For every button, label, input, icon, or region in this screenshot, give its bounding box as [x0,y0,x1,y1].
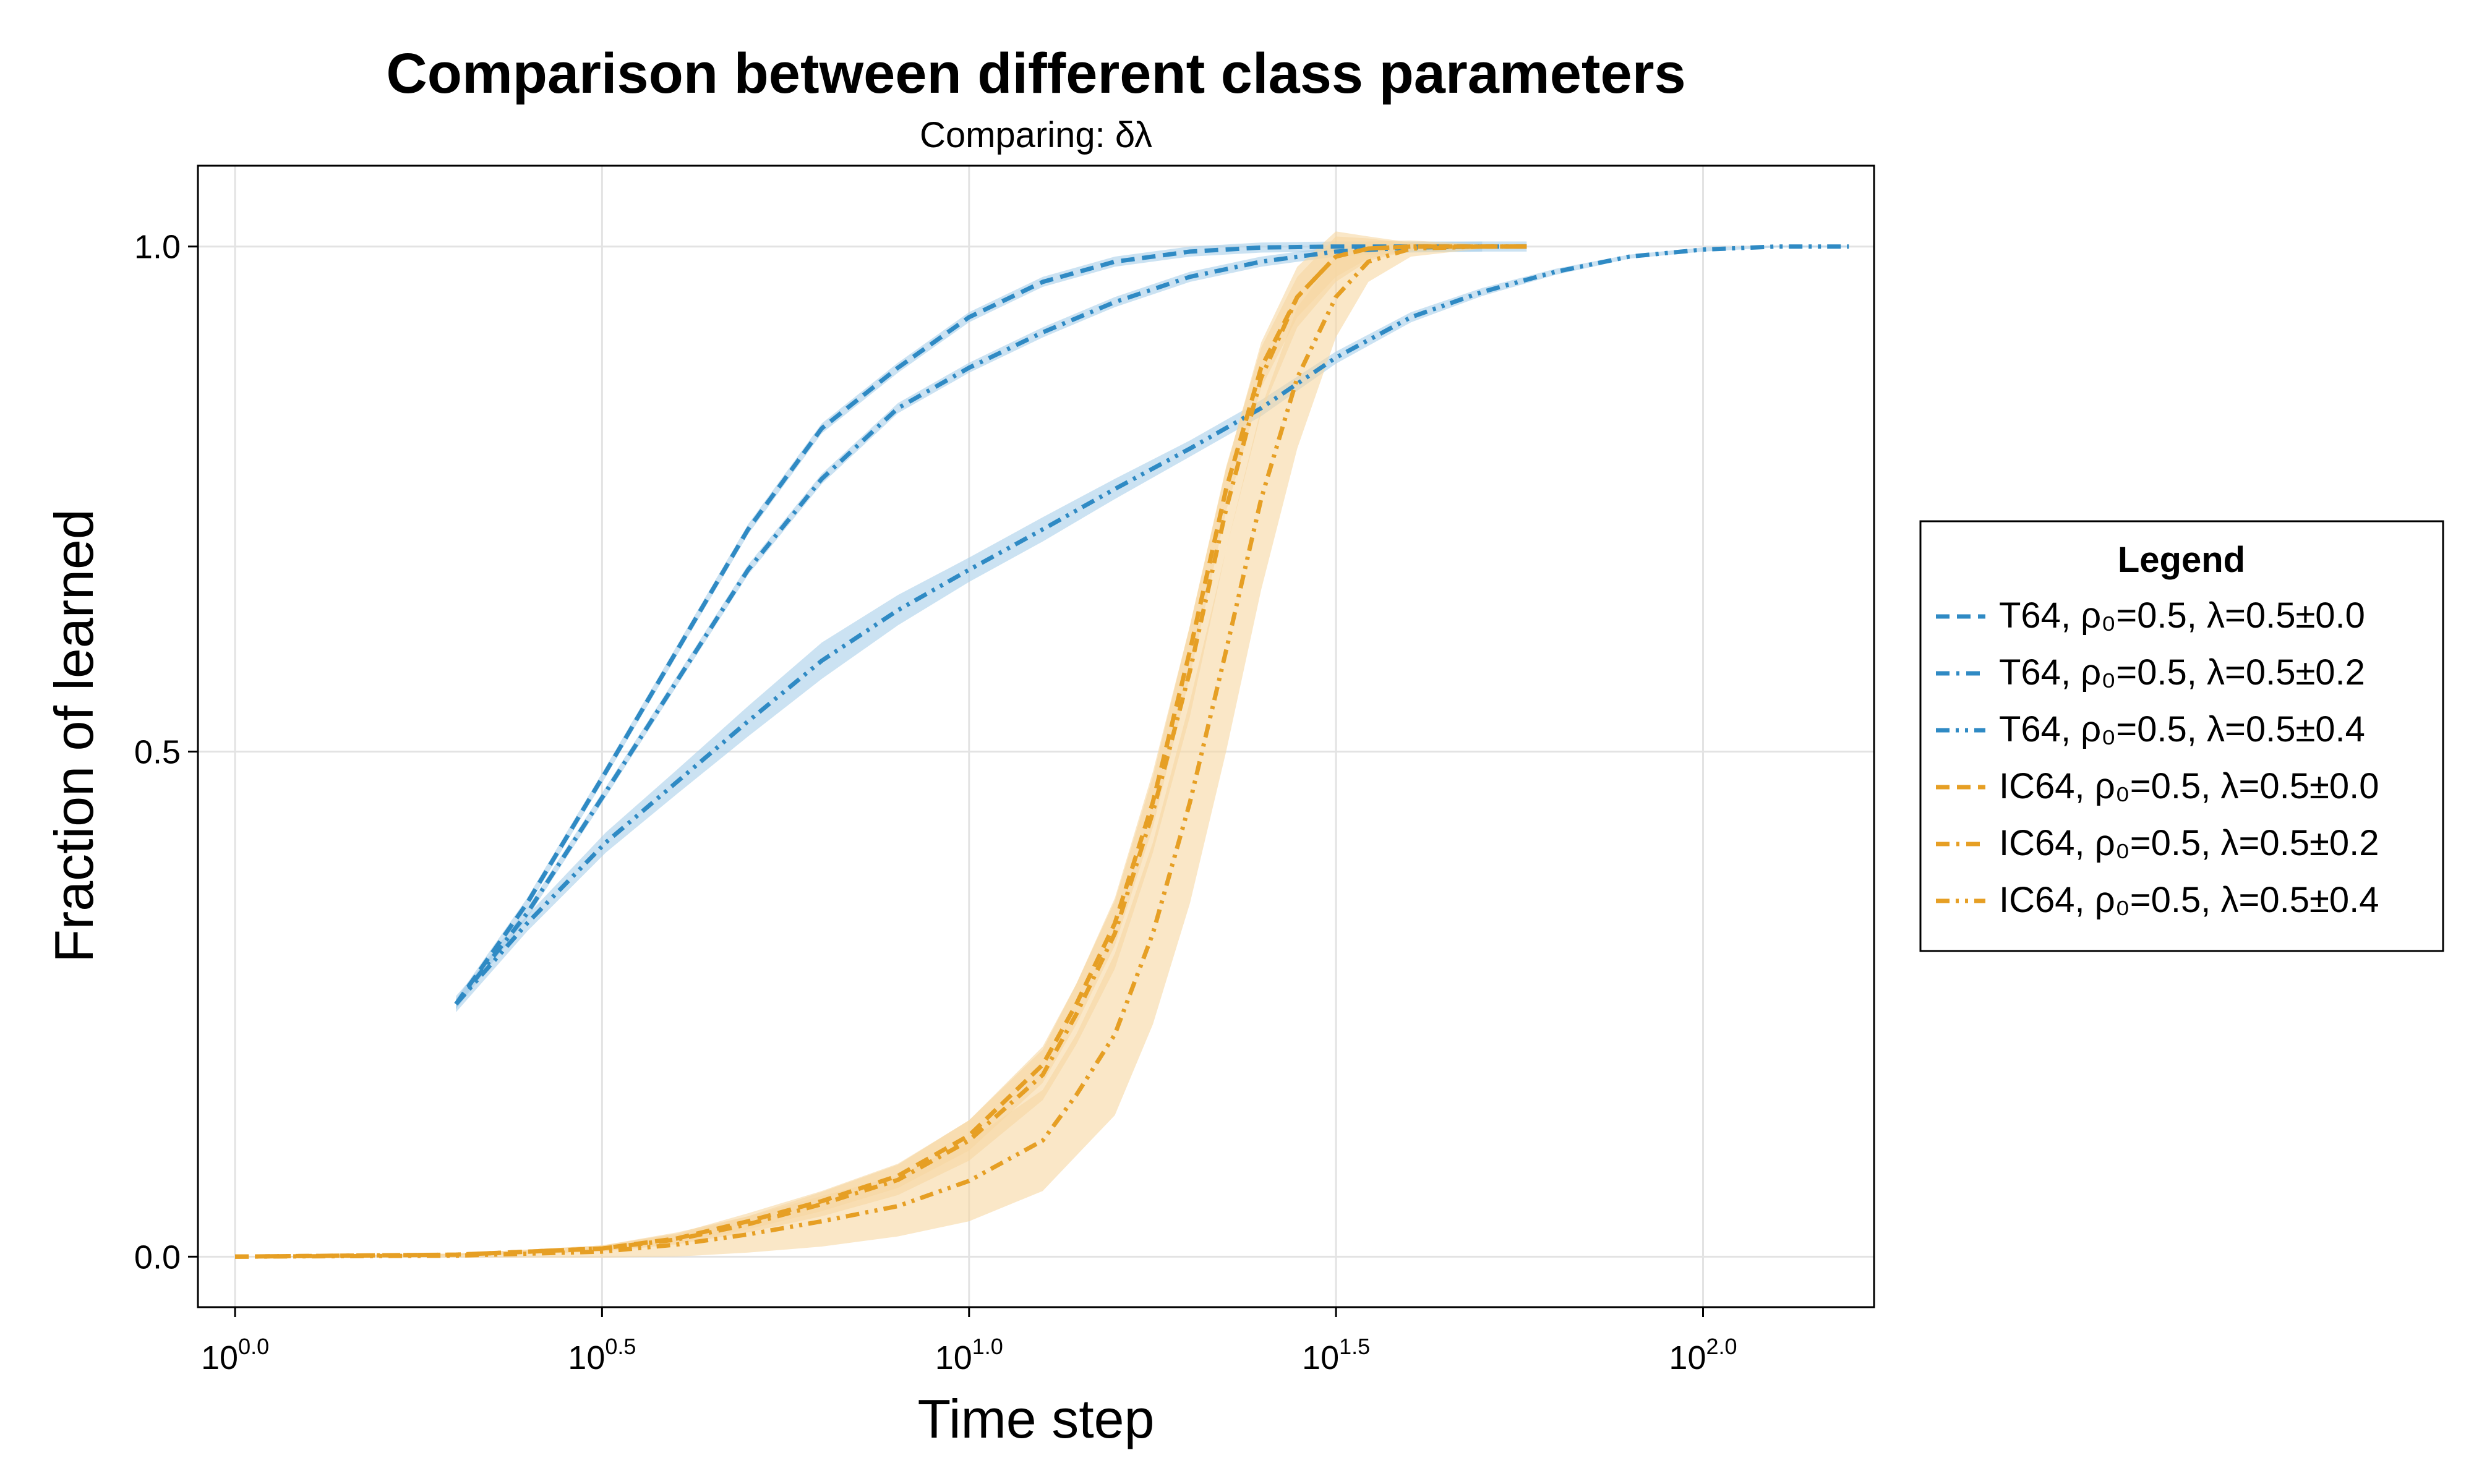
legend-entry: IC64, ρ₀=0.5, λ=0.5±0.4 [1936,880,2379,920]
x-axis-ticks: 100.0 100.5 101.0 101.5 102.0 [201,1307,1737,1376]
legend-entries: T64, ρ₀=0.5, λ=0.5±0.0 T64, ρ₀=0.5, λ=0.5… [1936,595,2379,920]
x-tick-label: 101.0 [935,1334,1003,1376]
legend-entry: T64, ρ₀=0.5, λ=0.5±0.4 [1936,709,2365,749]
x-tick-label: 100.5 [568,1334,636,1376]
legend-entry: IC64, ρ₀=0.5, λ=0.5±0.0 [1936,766,2379,806]
y-axis-label: Fraction of learned [43,509,105,963]
y-axis-ticks: 0.0 0.5 1.0 [134,229,198,1276]
legend-title: Legend [2118,540,2245,580]
legend-entry: T64, ρ₀=0.5, λ=0.5±0.2 [1936,652,2365,693]
chart-title: Comparison between different class param… [386,42,1685,105]
y-tick-label: 1.0 [134,229,181,266]
legend-label: T64, ρ₀=0.5, λ=0.5±0.4 [1999,709,2365,749]
legend-label: IC64, ρ₀=0.5, λ=0.5±0.4 [1999,880,2379,920]
legend-entry: T64, ρ₀=0.5, λ=0.5±0.0 [1936,595,2365,636]
legend-label: T64, ρ₀=0.5, λ=0.5±0.2 [1999,652,2365,693]
legend-label: T64, ρ₀=0.5, λ=0.5±0.0 [1999,595,2365,636]
legend-label: IC64, ρ₀=0.5, λ=0.5±0.0 [1999,766,2379,806]
legend-box [1919,520,2444,952]
legend-entry: IC64, ρ₀=0.5, λ=0.5±0.2 [1936,823,2379,863]
y-tick-label: 0.5 [134,734,181,771]
chart-subtitle: Comparing: δλ [920,115,1152,155]
x-tick-label: 101.5 [1302,1334,1370,1376]
series-line [454,244,1483,1005]
y-tick-label: 0.0 [134,1239,181,1276]
x-tick-label: 100.0 [201,1334,269,1376]
legend-label: IC64, ρ₀=0.5, λ=0.5±0.2 [1999,823,2379,863]
x-tick-label: 102.0 [1669,1334,1737,1376]
series-line [454,244,1849,1006]
series-line [235,244,1527,1259]
plot-frame [197,164,1875,1308]
series-lines [235,244,1849,1259]
series-line [235,244,1527,1259]
x-axis-label: Time step [917,1388,1154,1449]
